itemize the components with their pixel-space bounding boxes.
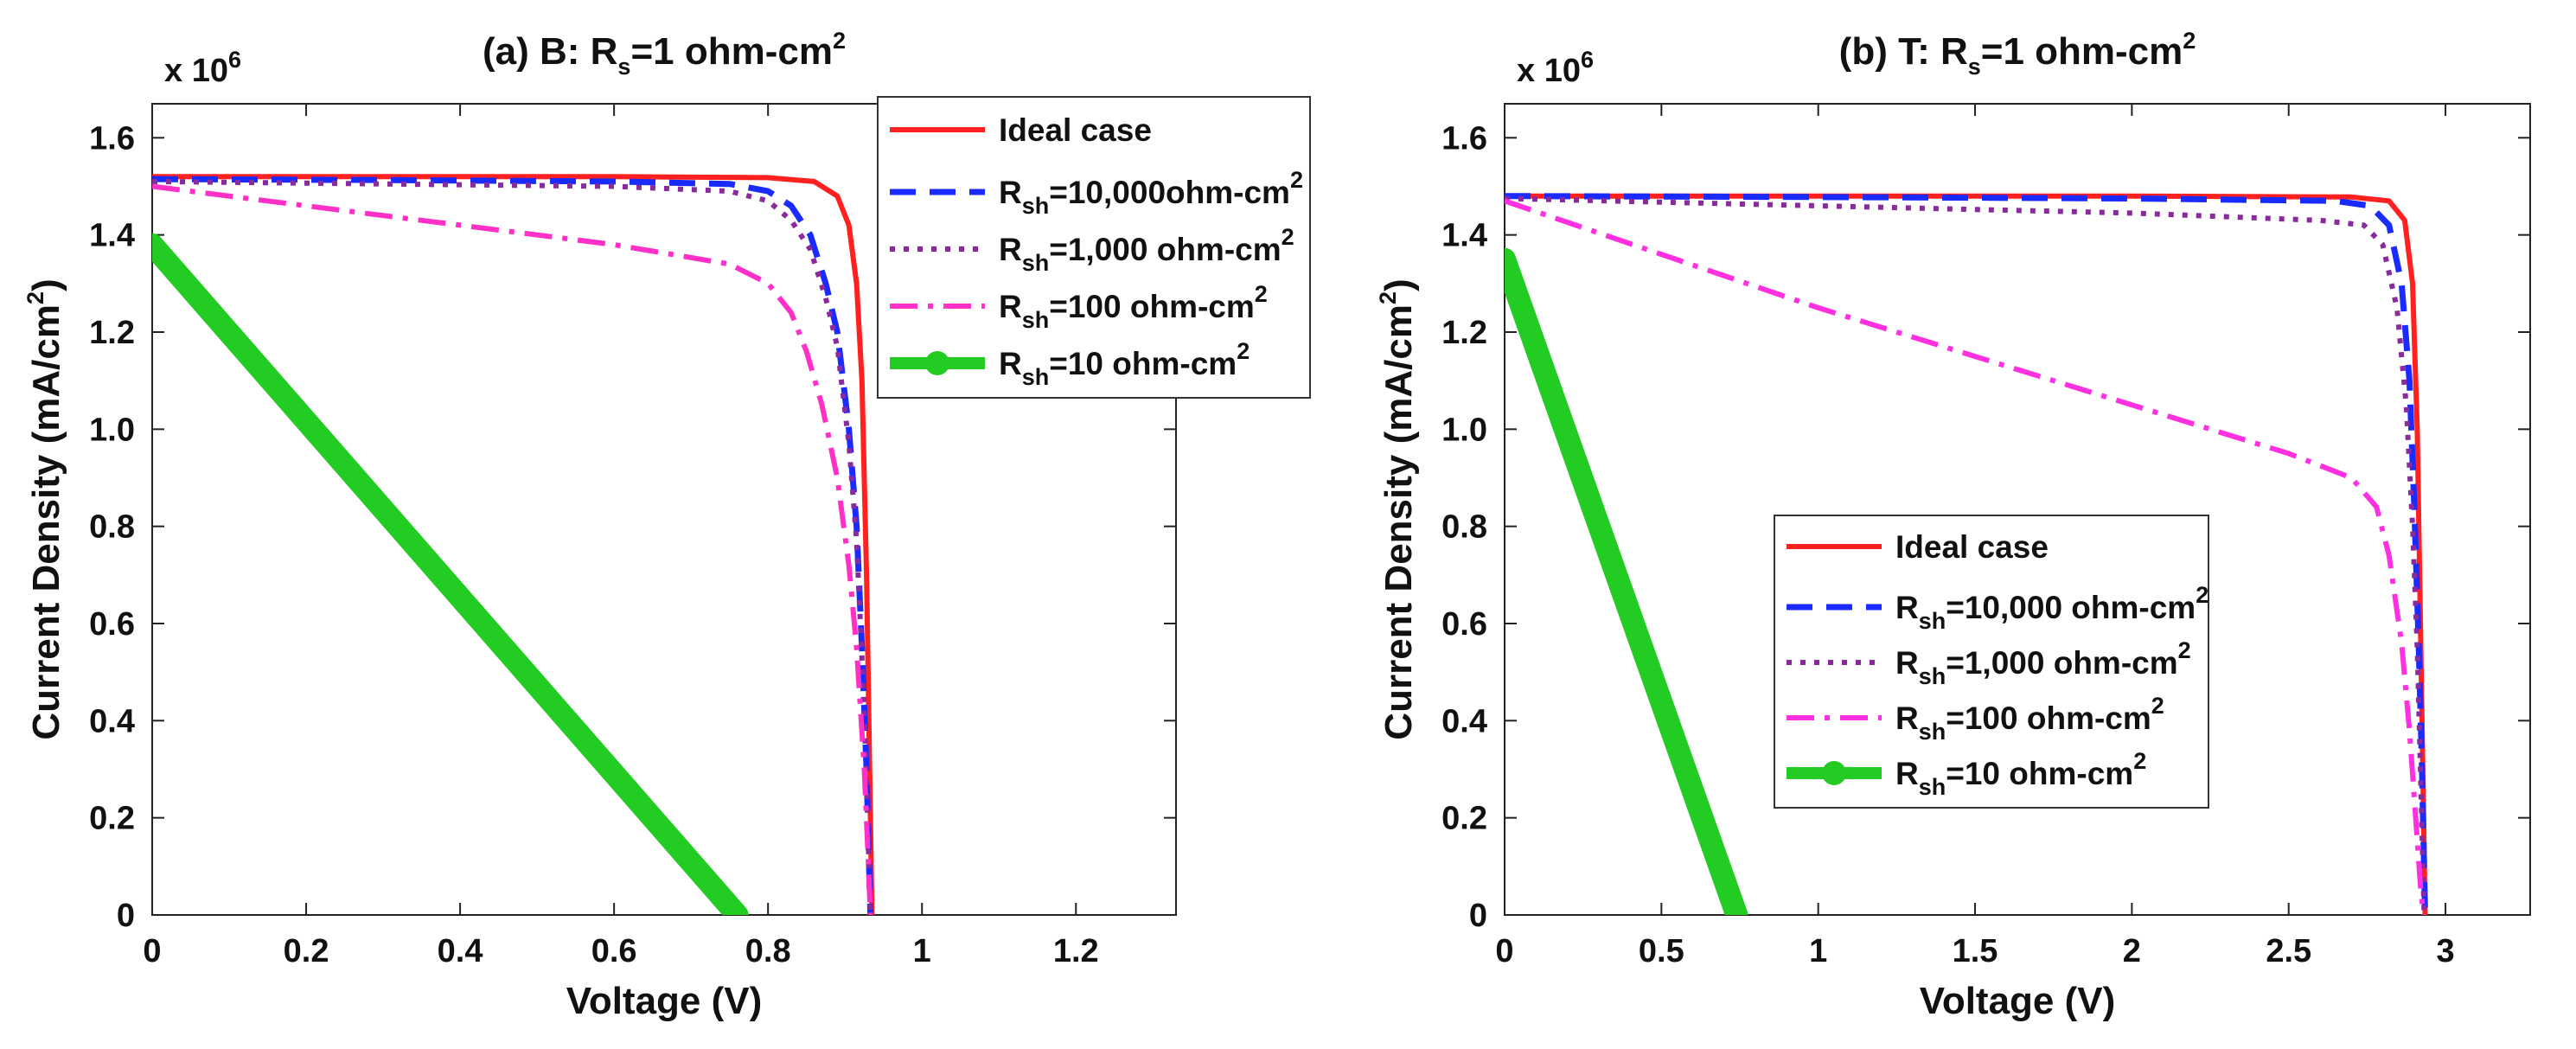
series-line-4 bbox=[1505, 247, 1748, 915]
y-tick-label: 0 bbox=[1469, 898, 1487, 934]
y-tick-label: 1.0 bbox=[89, 412, 135, 448]
x-tick-label: 1.2 bbox=[1053, 933, 1099, 969]
x-tick-label: 0.6 bbox=[591, 933, 637, 969]
y-tick-label: 1.4 bbox=[89, 218, 135, 254]
x-tick-label: 0 bbox=[143, 933, 161, 969]
y-tick-label: 1.4 bbox=[1441, 218, 1487, 254]
legend-marker bbox=[925, 351, 949, 375]
x-tick-label: 2.5 bbox=[2266, 933, 2311, 969]
legend-label-4: Rsh=10 ohm-cm2 bbox=[1895, 748, 2146, 800]
series-group bbox=[152, 174, 875, 915]
x-tick-label: 0.2 bbox=[284, 933, 329, 969]
y-tick-label: 0.4 bbox=[89, 703, 135, 739]
series-line-1 bbox=[152, 176, 874, 915]
x-tick-label: 2 bbox=[2123, 933, 2141, 969]
y-axis-label: Current Density (mA/cm2) bbox=[22, 278, 67, 739]
x-tick-label: 1.5 bbox=[1953, 933, 1998, 969]
series-line-2 bbox=[152, 178, 873, 915]
legend-label-0: Ideal case bbox=[999, 112, 1152, 148]
x-tick-label: 0.8 bbox=[745, 933, 791, 969]
y-tick-label: 1.6 bbox=[1441, 120, 1487, 157]
legend-label-2: Rsh=1,000 ohm-cm2 bbox=[999, 224, 1294, 276]
y-tick-label: 0.2 bbox=[89, 801, 135, 837]
y-axis-label: Current Density (mA/cm2) bbox=[1375, 278, 1420, 739]
y-tick-label: 0.4 bbox=[1441, 703, 1487, 739]
series-group bbox=[1505, 193, 2428, 915]
legend-label-1: Rsh=10,000 ohm-cm2 bbox=[1895, 582, 2208, 634]
series-line-3 bbox=[152, 183, 873, 915]
x-tick-label: 0 bbox=[1495, 933, 1513, 969]
y-tick-label: 0.8 bbox=[1441, 509, 1487, 546]
y-tick-label: 0.6 bbox=[89, 606, 135, 643]
axis-multiplier: x 106 bbox=[1517, 47, 1594, 89]
chart-title: (a) B: Rs=1 ohm-cm2 bbox=[483, 28, 846, 80]
legend-marker bbox=[1822, 761, 1846, 785]
chart-panel-a: 0 0.2 0.4 0.6 0.8 1 1.2 0 0.2 0.4 0.6 0.8 1.0 1.2 1.4 1… bbox=[22, 28, 1311, 1022]
series-line-1 bbox=[1505, 193, 2428, 915]
x-tick-label: 3 bbox=[2437, 933, 2455, 969]
series-line-4 bbox=[152, 233, 749, 915]
y-tick-label: 0.2 bbox=[1441, 801, 1487, 837]
x-tick-label: 0.5 bbox=[1639, 933, 1684, 969]
x-tick-label: 0.4 bbox=[438, 933, 483, 969]
legend-label-2: Rsh=1,000 ohm-cm2 bbox=[1895, 637, 2191, 689]
x-axis-label: Voltage (V) bbox=[566, 980, 763, 1022]
legend-label-4: Rsh=10 ohm-cm2 bbox=[999, 338, 1250, 390]
chart-title: (b) T: Rs=1 ohm-cm2 bbox=[1839, 28, 2196, 80]
chart-panel-b: 0 0.5 1 1.5 2 2.5 3 0 0.2 0.4 0.6 0.8 1.0 1.2 1.4 1.6 x … bbox=[1375, 28, 2531, 1022]
x-tick-label: 1 bbox=[1809, 933, 1827, 969]
x-axis-label: Voltage (V) bbox=[1920, 980, 2116, 1022]
y-tick-label: 0.8 bbox=[89, 509, 135, 546]
legend-label-3: Rsh=100 ohm-cm2 bbox=[1895, 693, 2164, 745]
legend-label-3: Rsh=100 ohm-cm2 bbox=[999, 281, 1268, 333]
y-tick-label: 1.2 bbox=[1441, 315, 1487, 351]
legend-label-1: Rsh=10,000ohm-cm2 bbox=[999, 167, 1303, 219]
series-line-0 bbox=[152, 174, 875, 915]
y-tick-label: 1.6 bbox=[89, 120, 135, 157]
y-tick-label: 0 bbox=[117, 898, 135, 934]
y-tick-label: 1.0 bbox=[1441, 412, 1487, 448]
y-tick-label: 0.6 bbox=[1441, 606, 1487, 643]
legend-label-0: Ideal case bbox=[1895, 529, 2049, 565]
x-tick-label: 1 bbox=[913, 933, 931, 969]
y-tick-label: 1.2 bbox=[89, 315, 135, 351]
axis-multiplier: x 106 bbox=[164, 47, 241, 89]
